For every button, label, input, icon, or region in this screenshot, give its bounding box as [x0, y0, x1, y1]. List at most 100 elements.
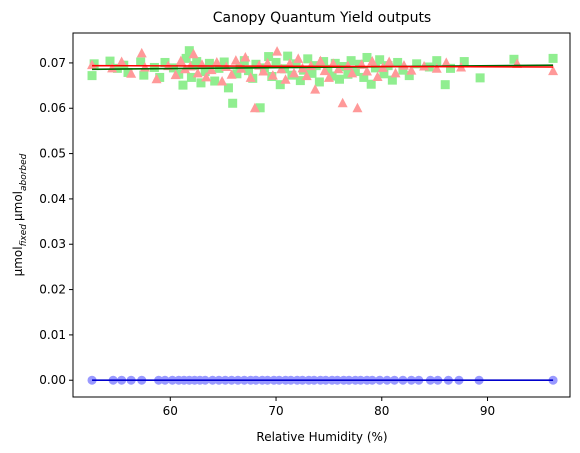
fit-line-green	[92, 64, 554, 71]
fit-line-red	[92, 64, 554, 68]
data-point-triangle	[310, 84, 321, 94]
data-point-square	[255, 103, 265, 113]
data-point-square	[210, 76, 220, 86]
data-point-triangle	[319, 65, 330, 76]
data-point-square	[475, 73, 485, 83]
x-tick-label: 70	[268, 404, 283, 418]
data-point-triangle	[333, 63, 344, 74]
data-point-square	[228, 98, 238, 108]
data-point-triangle	[372, 71, 383, 81]
data-point-square	[223, 83, 233, 93]
data-point-square	[314, 77, 324, 87]
x-tick-label: 60	[163, 404, 178, 418]
plot-frame	[72, 32, 571, 398]
data-point-triangle	[211, 56, 222, 67]
data-point-triangle	[352, 102, 363, 113]
data-point-triangle	[206, 64, 217, 75]
data-point-square	[279, 64, 289, 74]
data-point-triangle	[151, 73, 162, 84]
data-point-square	[275, 80, 285, 90]
data-point-square	[412, 59, 422, 69]
data-point-square	[334, 74, 344, 84]
data-point-square	[323, 64, 333, 74]
data-point-triangle	[315, 55, 326, 66]
data-point-square	[181, 53, 191, 63]
data-point-square	[346, 56, 356, 66]
data-point-square	[319, 57, 329, 67]
data-point-triangle	[126, 68, 137, 78]
data-point-square	[387, 75, 397, 85]
y-axis-label-sub-2: aborbed	[19, 153, 29, 191]
data-point-triangle	[406, 65, 417, 75]
y-tick-label: 0.01	[39, 328, 66, 342]
data-point-square	[350, 67, 360, 77]
data-point-triangle	[192, 67, 203, 78]
y-tick-label: 0.04	[39, 192, 66, 206]
data-point-square	[283, 51, 293, 61]
data-point-triangle	[301, 70, 312, 81]
data-point-triangle	[107, 62, 118, 73]
data-point-square	[87, 71, 97, 81]
data-point-triangle	[323, 72, 334, 82]
data-point-square	[204, 58, 214, 68]
data-point-triangle	[441, 57, 452, 67]
data-point-square	[155, 72, 165, 82]
fit-lines	[92, 64, 554, 382]
data-point-triangle	[217, 76, 228, 86]
data-point-square	[178, 80, 188, 90]
data-point-triangle	[249, 102, 260, 113]
data-point-square	[264, 52, 274, 62]
data-point-square	[192, 57, 202, 67]
data-point-square	[200, 67, 210, 77]
x-axis-label: Relative Humidity (%)	[256, 430, 387, 444]
data-point-square	[149, 62, 159, 72]
data-point-triangle	[548, 65, 559, 76]
y-tick-label: 0.07	[39, 56, 66, 70]
data-point-square	[359, 72, 369, 82]
data-point-triangle	[188, 48, 199, 59]
data-point-square	[160, 57, 170, 67]
data-point-square	[362, 52, 372, 62]
data-point-square	[404, 71, 414, 81]
data-point-triangle	[328, 58, 339, 68]
y-axis-label-unit-2: µmol	[11, 191, 25, 221]
data-point-square	[186, 72, 196, 82]
data-point-square	[232, 69, 242, 79]
data-point-square	[327, 71, 337, 81]
data-point-triangle	[201, 71, 212, 82]
x-tick-label: 90	[480, 404, 495, 418]
plot-marks	[87, 46, 559, 385]
y-axis-label-sub-1: fixed	[19, 224, 29, 247]
data-point-triangle	[276, 63, 287, 74]
data-point-triangle	[347, 67, 358, 78]
data-point-square	[393, 57, 403, 67]
data-point-triangle	[240, 51, 251, 62]
data-point-triangle	[175, 55, 186, 66]
data-point-square	[307, 68, 317, 78]
data-point-triangle	[390, 67, 401, 78]
data-point-square	[432, 56, 442, 66]
data-point-square	[196, 78, 206, 88]
y-tick-label: 0.05	[39, 147, 66, 161]
data-point-triangle	[337, 97, 348, 108]
y-tick-label: 0.02	[39, 283, 66, 297]
data-point-square	[509, 54, 519, 64]
y-axis: 0.00 0.01 0.02 0.03 0.04 0.05 0.06 0.07	[39, 56, 73, 387]
data-point-triangle	[289, 67, 300, 78]
data-point-square	[459, 57, 469, 67]
x-axis: 60 70 80 90	[163, 397, 495, 418]
data-point-triangle	[280, 74, 291, 84]
data-point-triangle	[272, 46, 283, 56]
data-point-triangle	[431, 63, 442, 73]
data-point-square	[303, 54, 313, 64]
chart-title: Canopy Quantum Yield outputs	[213, 10, 431, 26]
data-point-square	[105, 56, 115, 66]
data-point-square	[219, 57, 229, 67]
data-point-triangle	[136, 47, 147, 58]
data-point-square	[379, 69, 389, 79]
data-point-triangle	[384, 56, 395, 67]
data-point-triangle	[87, 59, 98, 70]
data-point-square	[370, 63, 380, 73]
data-point-square	[548, 53, 558, 63]
data-point-triangle	[293, 53, 304, 63]
